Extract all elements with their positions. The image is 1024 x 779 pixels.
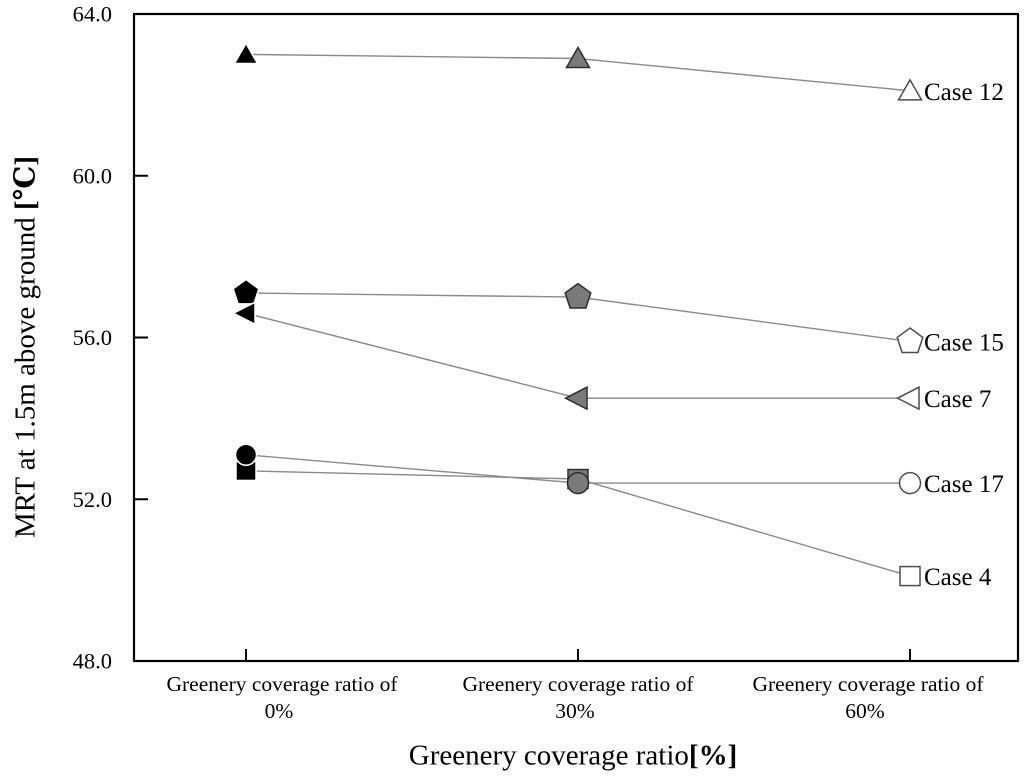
y-tick-label: 52.0 (73, 487, 112, 512)
x-tick-label-line2: 60% (845, 699, 885, 723)
marker-case-7-point-1 (563, 385, 588, 411)
marker-case-17-point-0 (234, 443, 258, 467)
x-axis-title-unit: [%] (688, 739, 738, 772)
series-label-case-7: Case 7 (924, 386, 991, 413)
y-axis-title-text: MRT at 1.5m above ground (9, 210, 42, 539)
x-tick-label-line1: Greenery coverage ratio of (167, 672, 399, 696)
x-tick-label-line2: 30% (555, 699, 595, 723)
marker-case-17-point-1 (566, 471, 590, 495)
marker-case-12-point-0 (233, 41, 259, 65)
y-tick-label: 56.0 (73, 325, 112, 350)
marker-case-7-point-2 (895, 385, 920, 411)
series-label-case-17: Case 17 (924, 471, 1004, 498)
y-tick-label: 64.0 (73, 2, 112, 27)
marker-case-15-point-1 (564, 282, 592, 309)
marker-case-4-point-2 (899, 565, 921, 587)
marker-case-12-point-2 (897, 78, 923, 101)
marker-case-17-point-2 (898, 471, 922, 495)
x-tick-label-line2: 0% (265, 699, 294, 723)
series-label-case-12: Case 12 (924, 79, 1004, 106)
x-axis-title: Greenery coverage ratio[%] (409, 740, 738, 773)
y-tick-label: 48.0 (73, 649, 112, 674)
marker-case-12-point-1 (565, 45, 591, 69)
y-axis-title-unit: [℃] (9, 155, 42, 211)
x-axis-title-text: Greenery coverage ratio (408, 739, 689, 772)
y-axis-title: MRT at 1.5m above ground [℃] (8, 156, 43, 538)
marker-case-7-point-0 (231, 301, 256, 326)
x-tick-label-line1: Greenery coverage ratio of (463, 672, 695, 696)
plot-border (132, 12, 1020, 663)
marker-case-15-point-0 (232, 278, 260, 305)
series-label-case-15: Case 15 (924, 330, 1004, 357)
series-label-case-4: Case 4 (924, 564, 992, 591)
y-tick-label: 60.0 (73, 163, 112, 188)
series-line-case-7 (245, 312, 910, 399)
marker-case-15-point-2 (896, 327, 924, 354)
x-tick-label-line1: Greenery coverage ratio of (753, 672, 985, 696)
